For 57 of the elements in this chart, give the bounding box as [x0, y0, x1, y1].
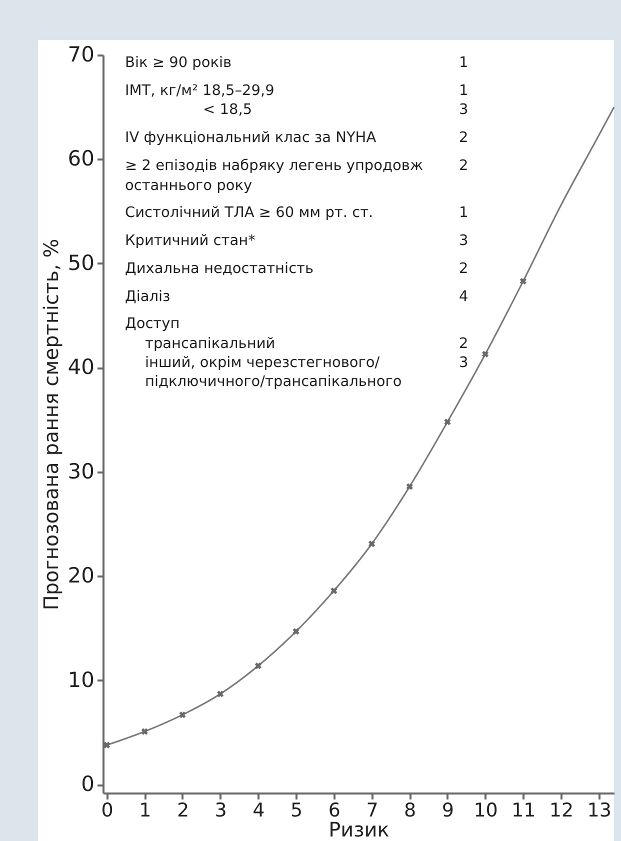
- point: [406, 483, 413, 490]
- annotation: Дихальна недостатність: [125, 261, 314, 277]
- point: [520, 278, 526, 285]
- x-tick-label: 1: [139, 800, 152, 822]
- annotation: 2: [459, 158, 468, 174]
- y-tick-label: 20: [68, 564, 94, 588]
- y-axis-title: Прогнозована рання смертність, %: [38, 238, 63, 610]
- y-tick-label: 60: [68, 146, 94, 171]
- point: [292, 628, 300, 635]
- annotation: Доступ: [125, 316, 180, 332]
- point: [444, 418, 451, 426]
- x-tick-label: 4: [252, 800, 265, 822]
- x-tick-label: 11: [512, 800, 536, 822]
- y-tick-label: 0: [81, 772, 94, 796]
- annotation: останнього року: [125, 178, 252, 194]
- annotation: ІМТ, кг/м² 18,5–29,9: [125, 83, 274, 99]
- annotation: ≥ 2 епізодів набряку легень упродовж: [125, 158, 424, 174]
- y-tick-label: 70: [68, 42, 94, 66]
- annotation: 3: [459, 355, 468, 371]
- annotation: Діаліз: [125, 289, 170, 305]
- annotation: підключичного/трансапікального: [145, 374, 402, 390]
- annotation: Систолічний ТЛА ≥ 60 мм рт. ст.: [125, 205, 374, 221]
- x-tick-label: 12: [549, 800, 574, 822]
- annotation: інший, окрім черезстегнового/: [145, 355, 380, 371]
- annotation: IV функціональний клас за NYHA: [125, 130, 376, 146]
- x-tick-label: 10: [474, 800, 498, 822]
- x-tick-label: 5: [290, 800, 303, 822]
- annotation: 1: [459, 205, 468, 221]
- y-tick-label: 30: [68, 459, 94, 484]
- point: [254, 662, 262, 670]
- annotation: Вік ≥ 90 років: [125, 55, 232, 71]
- point: [179, 712, 186, 718]
- annotation: 1: [459, 83, 468, 99]
- x-tick-label: 9: [442, 800, 454, 822]
- point: [217, 690, 224, 698]
- x-tick-label: 3: [214, 800, 227, 822]
- y-tick-label: 10: [68, 668, 94, 692]
- annotation: 1: [459, 55, 468, 71]
- point: [482, 350, 489, 358]
- annotation: 3: [459, 233, 468, 249]
- annotation: 3: [459, 102, 468, 118]
- y-tick-label: 50: [68, 250, 94, 275]
- point: [141, 728, 148, 735]
- annotation: 4: [459, 289, 468, 305]
- x-tick-label: 2: [176, 800, 190, 822]
- x-tick-label: 8: [404, 800, 416, 822]
- point: [368, 540, 376, 548]
- annotation: трансапікальний: [145, 336, 276, 352]
- annotation: 2: [459, 130, 468, 146]
- y-tick-label: 40: [68, 355, 94, 380]
- annotation: < 18,5: [203, 102, 252, 118]
- x-tick-label: 0: [101, 800, 114, 822]
- x-tick-label: 13: [587, 800, 612, 822]
- annotation: 2: [459, 261, 468, 277]
- annotation: Критичний стан*: [125, 233, 256, 249]
- point: [330, 587, 338, 594]
- annotation: 2: [459, 336, 468, 352]
